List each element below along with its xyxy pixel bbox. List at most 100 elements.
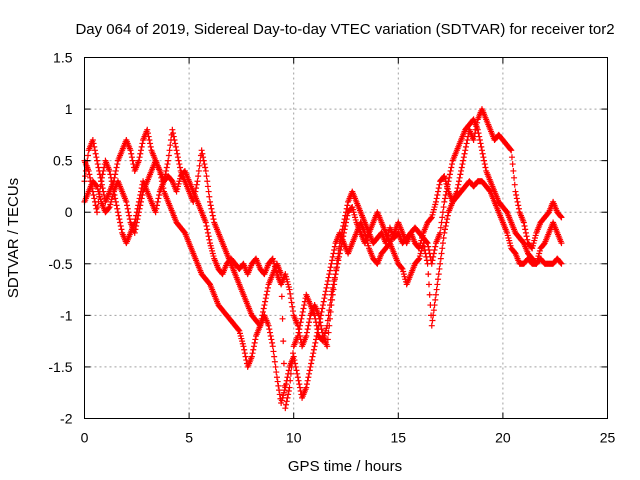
data-point [107,171,114,178]
data-point [324,277,331,284]
data-point [279,315,286,322]
data-point [289,303,296,310]
data-point [95,164,102,171]
data-point [276,391,283,398]
data-point [86,171,93,178]
data-point [99,171,106,178]
data-point [250,343,257,350]
data-point [89,185,96,192]
data-point [204,178,211,185]
data-point [196,162,203,169]
data-point [512,188,519,195]
data-point [206,236,213,243]
data-point [242,353,249,360]
data-point [442,192,449,199]
data-point [137,150,144,157]
data-point [331,274,338,281]
data-point [207,202,214,209]
data-point [445,178,452,185]
data-point [126,216,133,223]
data-point [514,198,521,205]
data-point [152,209,159,216]
data-point [128,154,135,161]
data-point [336,250,343,257]
data-point [283,401,290,408]
data-point [89,137,96,144]
data-point [156,192,163,199]
data-point [478,143,485,150]
data-point [105,204,112,211]
data-point [292,360,299,367]
data-point [198,147,205,154]
data-point [437,255,444,262]
data-point [240,343,247,350]
data-point [154,202,161,209]
data-point [261,302,268,309]
data-point [444,185,451,192]
data-point [463,140,470,147]
data-point [444,212,451,219]
data-point [285,387,292,394]
data-point [124,202,131,209]
data-point [333,267,340,274]
data-point [288,363,295,370]
data-point [278,293,285,300]
data-point [298,315,305,322]
axis-ticks [84,57,608,419]
data-point [339,236,346,243]
data-point [439,209,446,216]
data-point [340,233,347,240]
data-point [329,284,336,291]
data-point [170,133,177,140]
data-point [176,161,183,168]
data-point [327,264,334,271]
data-point [522,229,529,236]
data-point [446,174,453,181]
data-point [289,357,296,364]
data-point [511,174,518,181]
data-point [195,173,202,180]
data-point [144,126,151,133]
y-axis-label: SDTVAR / TECUs [5,178,22,298]
plot-frame [84,57,608,419]
data-point [115,212,122,219]
data-point [146,137,153,144]
data-point [475,130,482,137]
data-point [135,157,142,164]
data-point [447,167,454,174]
data-point [287,290,294,297]
data-point [304,377,311,384]
data-point [193,185,200,192]
x-tick-label: 20 [495,430,511,446]
data-point [96,188,103,195]
y-tick-label: -0.5 [48,256,72,272]
data-point [123,198,130,205]
data-point [235,326,242,333]
data-point [462,147,469,154]
data-point [272,363,279,370]
data-point [268,336,275,343]
data-point [171,137,178,144]
data-point [283,398,290,405]
y-tick-label: 1 [65,101,73,117]
data-point [325,312,332,319]
data-point [558,214,565,221]
data-point [324,322,331,329]
data-point [94,204,101,211]
data-point [320,298,327,305]
data-point [287,377,294,384]
data-point [431,247,438,254]
data-point [437,260,444,267]
data-point [131,219,138,226]
data-point [296,381,303,388]
data-point [124,205,131,212]
data-point [251,339,258,346]
data-point [128,150,135,157]
data-point [442,195,449,202]
data-point [448,164,455,171]
data-point [287,370,294,377]
data-point [448,161,455,168]
data-point [423,239,430,246]
data-point [437,229,444,236]
data-point [165,157,172,164]
